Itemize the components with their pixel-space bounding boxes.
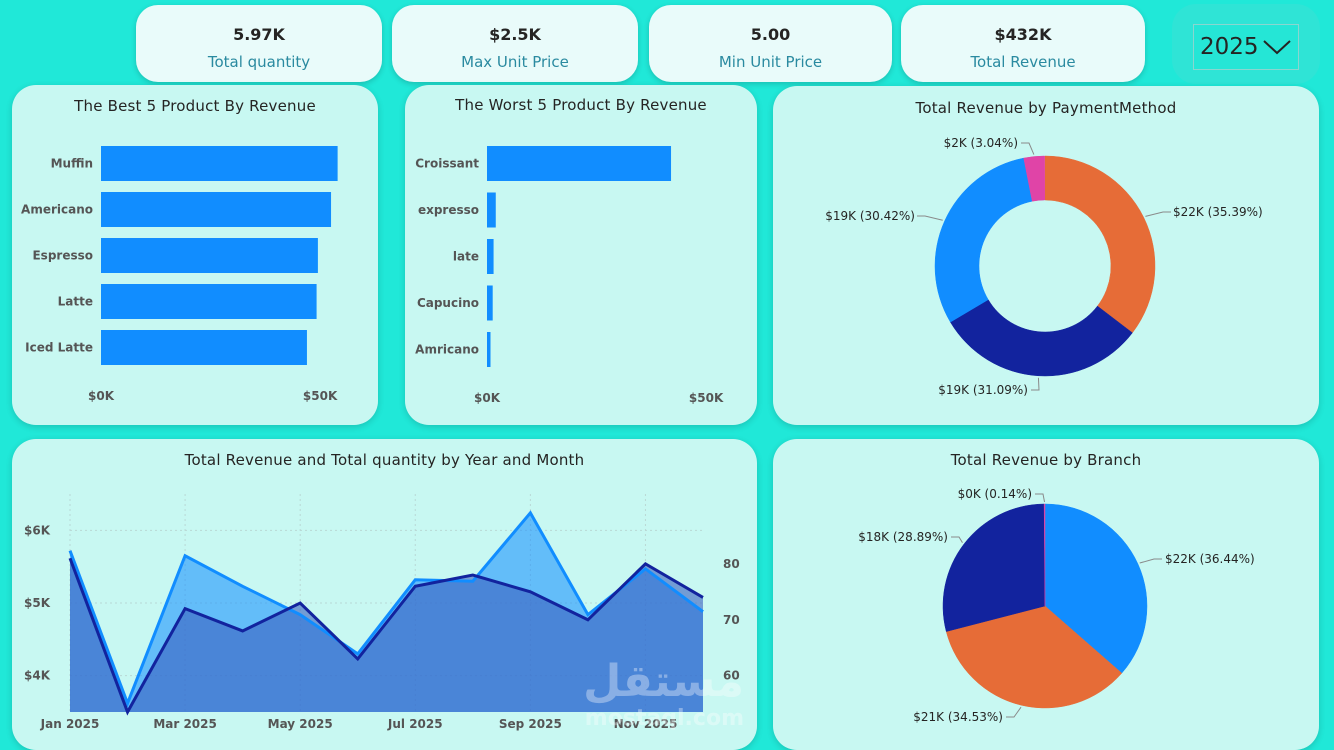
bar — [487, 192, 496, 228]
kpi-card-min-unit-price: 5.00 Min Unit Price — [649, 5, 892, 82]
leader-line — [1145, 211, 1171, 217]
year-slicer-dropdown[interactable]: 2025 — [1193, 24, 1299, 70]
quantity-area — [70, 558, 703, 712]
x-tick-label: $0K — [474, 391, 501, 405]
data-label: $0K (0.14%) — [958, 487, 1032, 501]
category-label: Espresso — [32, 249, 93, 263]
category-label: Amricano — [415, 343, 479, 357]
y-tick-label: $5K — [24, 596, 51, 610]
x-tick-label: May 2025 — [268, 717, 333, 731]
chart-title: Total Revenue by PaymentMethod — [915, 99, 1177, 117]
chevron-down-icon — [1263, 40, 1291, 55]
bar — [487, 285, 493, 321]
bar — [101, 192, 332, 227]
data-label: $18K (28.89%) — [858, 530, 948, 544]
revenue-quantity-area-chart: $4K $5K $6K 60 70 80 Jan 2025 Mar 2025 May 2025 J… — [24, 494, 740, 731]
x-tick-label: $50K — [303, 389, 338, 403]
chart-title: The Best 5 Product By Revenue — [74, 97, 316, 115]
y2-tick-label: 70 — [723, 613, 740, 627]
category-label: expresso — [418, 203, 479, 217]
watermark-arabic: مستقل — [583, 656, 744, 707]
x-tick-label: Jul 2025 — [387, 717, 443, 731]
kpi-value: 5.00 — [750, 25, 791, 44]
panel-best-products: The Best 5 Product By Revenue Muffin Amer… — [12, 85, 378, 425]
y2-tick-label: 60 — [723, 669, 740, 683]
x-tick-label: $0K — [88, 389, 115, 403]
bar — [101, 238, 318, 273]
pie-slice — [1044, 503, 1148, 674]
x-tick-label: Mar 2025 — [153, 717, 217, 731]
panel-branch: Total Revenue by Branch $22K (36.44%) $21… — [773, 439, 1319, 750]
kpi-card-total-quantity: 5.97K Total quantity — [136, 5, 382, 82]
payment-method-donut-chart: $22K (35.39%) $19K (31.09%) $19K (30.42%) $… — [825, 136, 1263, 397]
pie-slice — [1044, 155, 1156, 334]
chart-title: Total Revenue and Total quantity by Year… — [184, 451, 585, 469]
category-label: late — [453, 250, 479, 264]
data-label: $19K (30.42%) — [825, 209, 915, 223]
year-slicer-value: 2025 — [1200, 34, 1259, 60]
pie-slice — [945, 605, 1123, 709]
category-label: Capucino — [417, 296, 479, 310]
data-label: $19K (31.09%) — [938, 383, 1028, 397]
panel-payment-method: Total Revenue by PaymentMethod $22K (35.… — [773, 86, 1319, 425]
panel-worst-products: The Worst 5 Product By Revenue Croissant… — [405, 85, 757, 425]
worst-products-bar-chart: Croissant expresso late Capucino Amricano $0K… — [415, 146, 724, 405]
leader-line — [1035, 493, 1046, 503]
watermark-latin: mostaql.com — [584, 706, 744, 731]
data-label: $22K (36.44%) — [1165, 552, 1255, 566]
y-tick-label: $6K — [24, 523, 51, 537]
x-tick-label: Sep 2025 — [499, 717, 562, 731]
data-label: $22K (35.39%) — [1173, 205, 1263, 219]
category-label: Americano — [21, 203, 93, 217]
quantity-line — [68, 557, 704, 716]
category-label: Croissant — [415, 157, 479, 171]
x-tick-label: Nov 2025 — [614, 717, 678, 731]
data-label: $21K (34.53%) — [913, 710, 1003, 724]
leader-line — [1031, 377, 1040, 391]
bar — [101, 284, 317, 319]
panel-revenue-quantity: Total Revenue and Total quantity by Year… — [12, 439, 757, 750]
kpi-card-max-unit-price: $2.5K Max Unit Price — [392, 5, 638, 82]
branch-pie-chart: $22K (36.44%) $21K (34.53%) $18K (28.89%) $… — [858, 487, 1255, 724]
kpi-label: Max Unit Price — [461, 53, 569, 71]
x-tick-label: Jan 2025 — [40, 717, 100, 731]
kpi-label: Total quantity — [207, 53, 311, 71]
leader-line — [951, 536, 963, 543]
pie-slice — [1043, 503, 1046, 607]
pie-slice — [1023, 155, 1046, 202]
best-products-bar-chart: Muffin Americano Espresso Latte Iced Latte $0… — [21, 146, 338, 403]
data-label: $2K (3.04%) — [944, 136, 1018, 150]
kpi-value: 5.97K — [233, 25, 285, 44]
leader-line — [917, 215, 943, 221]
watermark-logo: مستقل mostaql.com — [583, 656, 748, 736]
kpi-label: Total Revenue — [970, 53, 1076, 71]
bar — [487, 332, 491, 367]
kpi-value: $432K — [994, 25, 1052, 44]
y2-tick-label: 80 — [723, 557, 740, 571]
kpi-card-total-revenue: $432K Total Revenue — [901, 5, 1145, 82]
bar — [487, 146, 672, 181]
leader-line — [1021, 142, 1035, 155]
category-label: Muffin — [51, 157, 93, 171]
bar — [487, 239, 494, 274]
kpi-value: $2.5K — [489, 25, 541, 44]
chart-title: The Worst 5 Product By Revenue — [455, 96, 707, 114]
chart-title: Total Revenue by Branch — [950, 451, 1142, 469]
leader-line — [1139, 558, 1162, 564]
x-tick-label: $50K — [689, 391, 724, 405]
bar — [101, 330, 307, 365]
leader-line — [1006, 706, 1022, 718]
kpi-label: Min Unit Price — [718, 53, 823, 71]
pie-slice — [950, 299, 1133, 377]
category-label: Latte — [58, 295, 93, 309]
category-label: Iced Latte — [25, 341, 93, 355]
pie-slice — [934, 157, 1033, 323]
bar — [101, 146, 338, 181]
pie-slice — [942, 503, 1046, 632]
revenue-line — [68, 510, 704, 708]
y-tick-label: $4K — [24, 669, 51, 683]
